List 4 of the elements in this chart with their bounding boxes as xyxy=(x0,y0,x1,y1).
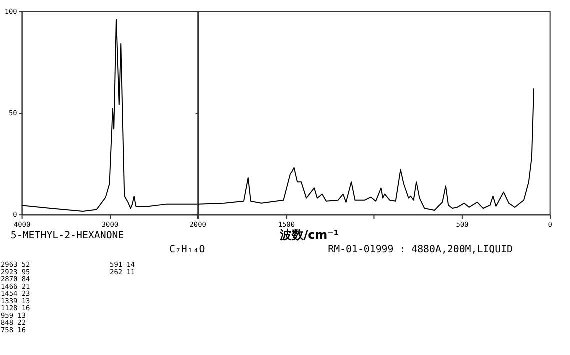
text: RM-01-01999 : 4880A,200M,LIQUID xyxy=(328,244,514,256)
text: 5-METHYL-2-HEXANONE xyxy=(10,230,124,242)
text: C₇H₁₄O xyxy=(169,244,206,256)
x-axis-title: 波数/cm⁻¹ xyxy=(278,228,340,242)
